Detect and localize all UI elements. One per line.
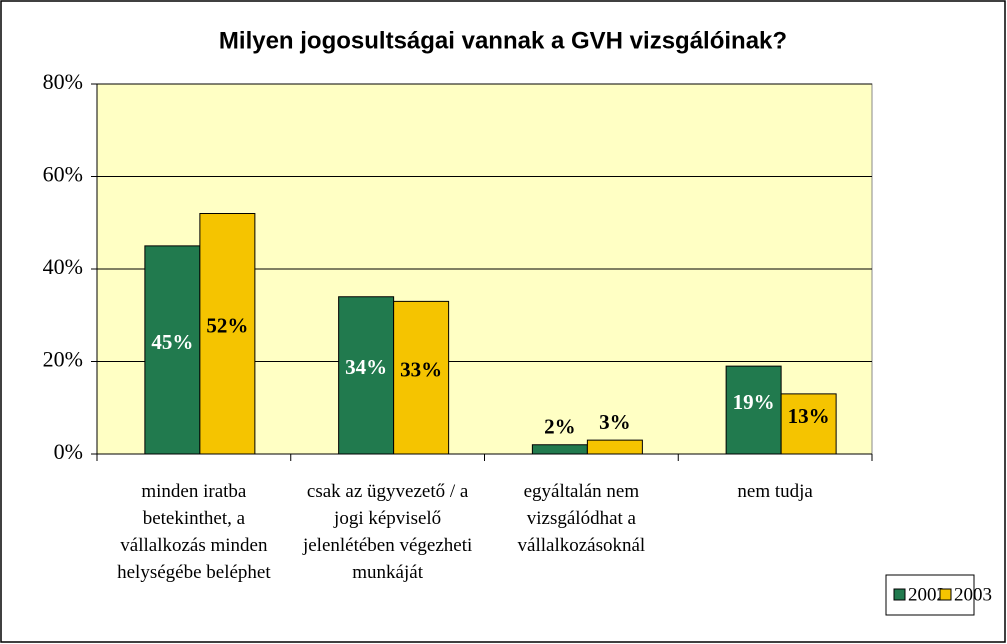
- x-tick-label: nem tudja: [737, 481, 813, 502]
- y-tick-label: 60%: [43, 162, 83, 187]
- legend-label: 2003: [954, 584, 992, 605]
- x-tick-label: egyáltalán nem vizsgálódhat a vállalkozá…: [517, 481, 646, 556]
- bar: [393, 300, 450, 455]
- data-label: 33%: [400, 358, 442, 382]
- data-label: 52%: [206, 314, 248, 338]
- data-label: 19%: [733, 390, 775, 414]
- y-tick-label: 0%: [54, 439, 83, 464]
- data-label: 2%: [544, 415, 576, 439]
- data-label: 45%: [151, 330, 193, 354]
- data-label: 3%: [599, 410, 631, 434]
- bar: [144, 245, 201, 455]
- y-tick-label: 40%: [43, 254, 83, 279]
- legend-swatch: [939, 588, 952, 601]
- bar: [338, 296, 395, 455]
- bar: [725, 365, 782, 455]
- y-tick-label: 20%: [43, 347, 83, 372]
- bar: [780, 393, 837, 455]
- x-tick-label: minden iratba betekinthet, a vállalkozás…: [117, 481, 271, 583]
- y-tick-label: 80%: [43, 69, 83, 94]
- data-label: 34%: [345, 355, 387, 379]
- bar: [199, 213, 256, 455]
- bar: [586, 439, 643, 455]
- legend-swatch: [893, 588, 906, 601]
- bar: [531, 444, 588, 455]
- data-label: 13%: [788, 404, 830, 428]
- legend-label: 2002: [908, 584, 946, 605]
- x-tick-label: csak az ügyvezető / a jogi képviselő jel…: [302, 481, 473, 583]
- chart-title: Milyen jogosultságai vannak a GVH vizsgá…: [219, 27, 787, 54]
